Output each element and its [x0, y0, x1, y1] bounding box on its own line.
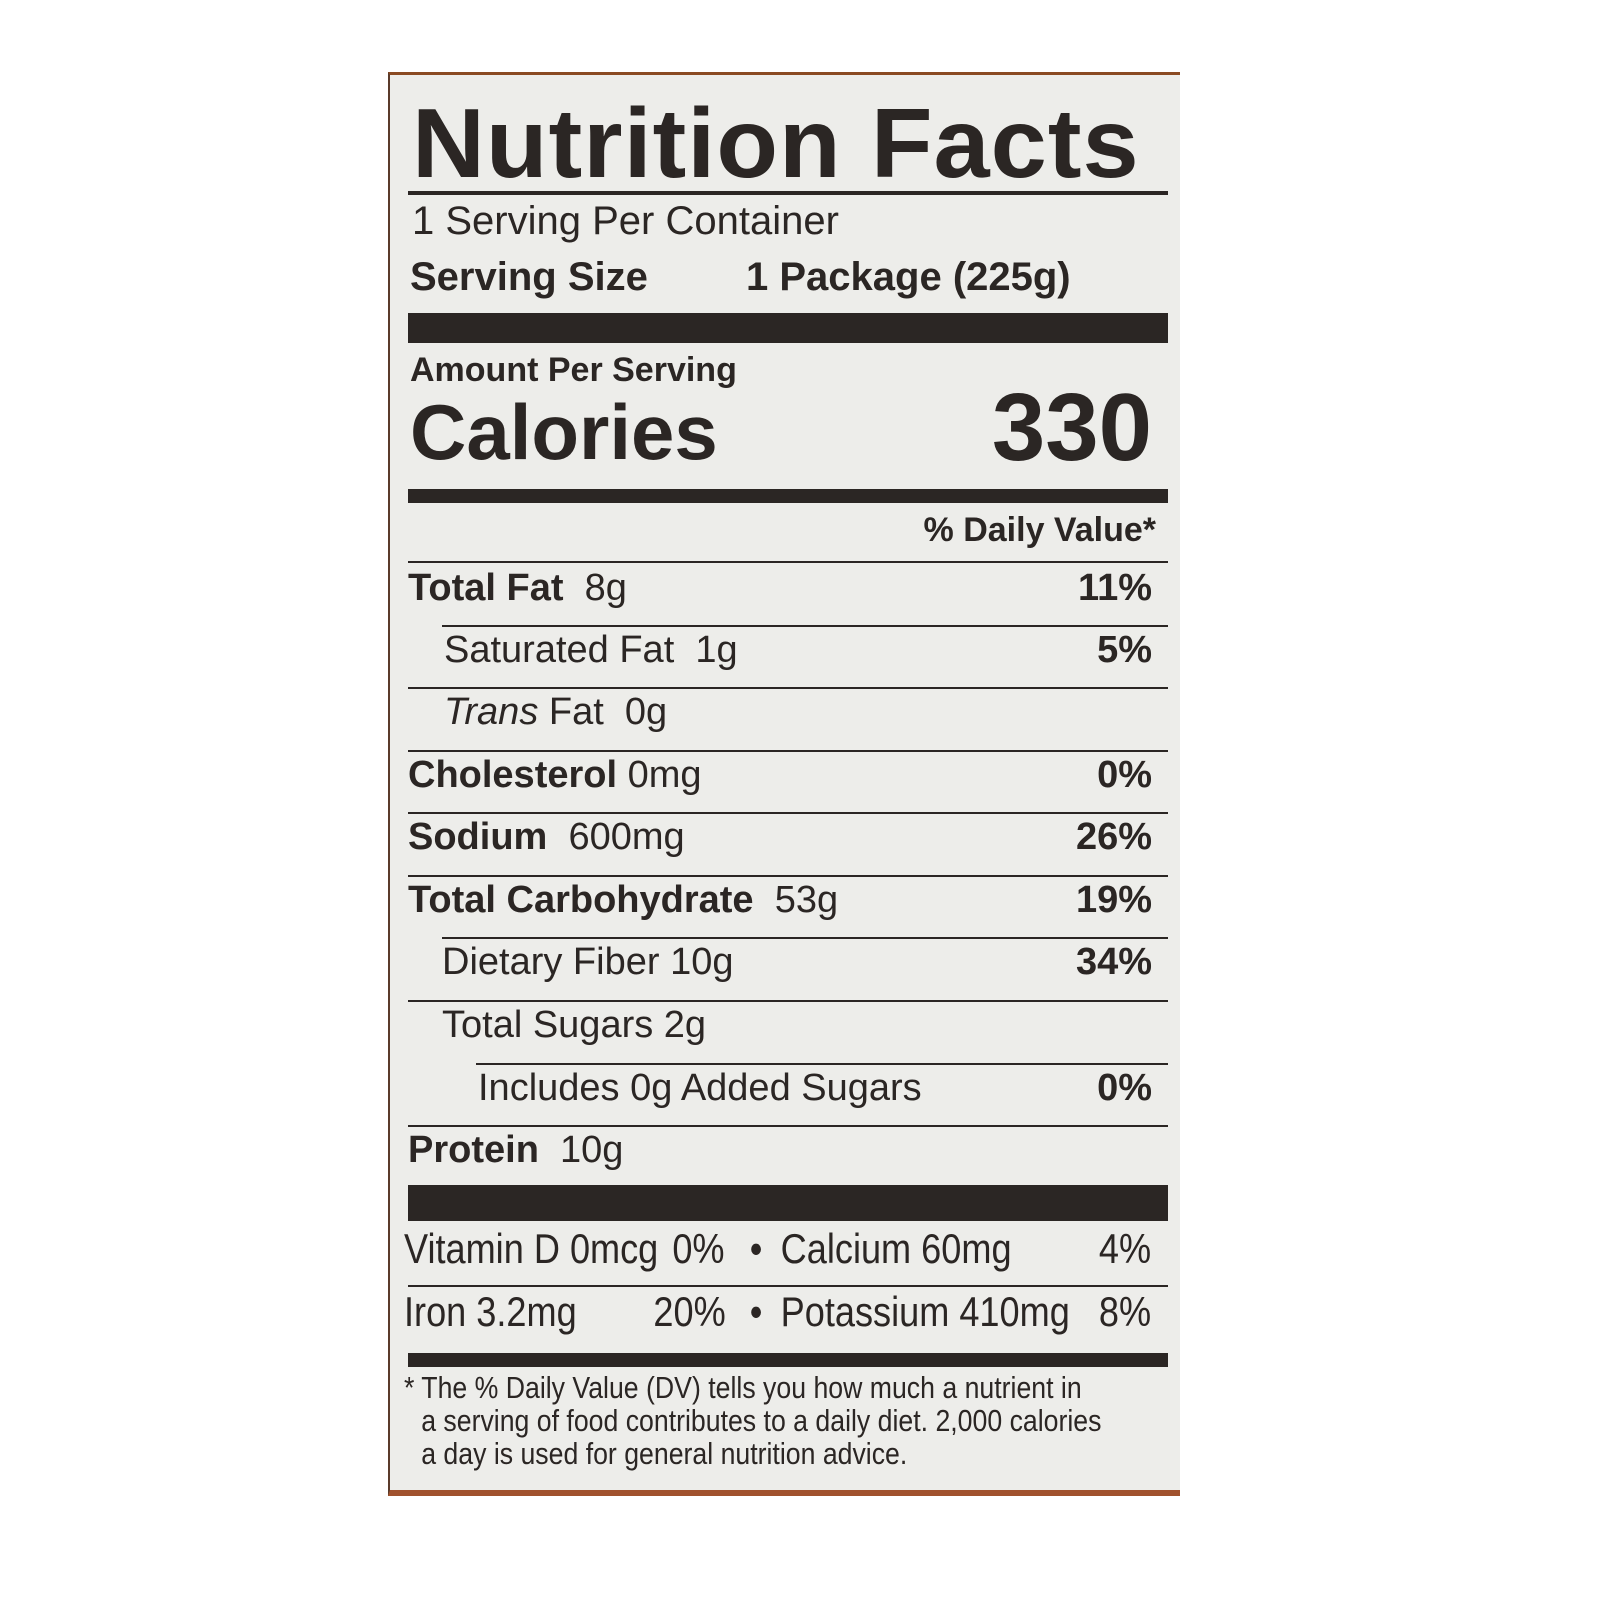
nutrient-name: Fat	[548, 691, 604, 733]
nutrient-name-italic: Trans	[444, 691, 539, 733]
daily-value-header: % Daily Value*	[923, 511, 1156, 549]
divider	[408, 750, 1168, 752]
divider	[408, 1125, 1168, 1127]
nutrient-name: Protein	[408, 1129, 539, 1171]
divider	[408, 812, 1168, 814]
nutrient-dv: 19%	[1075, 879, 1152, 921]
micronutrient-row: Vitamin D 0mcg 0% • Calcium 60mg 4%	[404, 1225, 1161, 1275]
divider	[408, 875, 1168, 877]
micronutrient-name: Vitamin D 0mcg	[404, 1225, 659, 1272]
nutrient-row-sodium: Sodium 600mg 26%	[408, 816, 1152, 866]
nutrient-name: Total Fat	[408, 567, 564, 609]
divider	[476, 1063, 1168, 1065]
divider	[442, 625, 1168, 627]
nutrient-name: Cholesterol	[408, 754, 618, 796]
bullet-separator: •	[749, 1225, 763, 1272]
micronutrient-name: Calcium 60mg	[780, 1225, 1012, 1272]
nutrient-amount: 0mg	[627, 754, 702, 796]
nutrient-name: Total Sugars	[442, 1004, 654, 1046]
nutrient-amount: 10g	[670, 941, 734, 983]
divider	[408, 191, 1168, 195]
nutrient-amount: 600mg	[568, 816, 685, 858]
nutrient-name: Dietary Fiber	[442, 941, 660, 983]
nutrition-facts-label: Nutrition Facts 1 Serving Per Container …	[388, 72, 1180, 1496]
nutrient-amount: 53g	[774, 879, 839, 921]
nutrient-row-total-sugars: Total Sugars 2g	[442, 1004, 1152, 1054]
divider	[408, 561, 1168, 563]
thick-divider	[408, 313, 1168, 343]
divider	[442, 937, 1168, 939]
medium-divider	[408, 489, 1168, 503]
nutrient-row-added-sugars: Includes 0g Added Sugars 0%	[478, 1067, 1152, 1117]
nutrient-name: Sodium	[408, 816, 548, 858]
nutrient-dv: 0%	[1097, 1067, 1152, 1109]
serving-size-value: 1 Package (225g)	[746, 255, 1071, 299]
nutrient-amount: 0g	[624, 691, 668, 733]
micronutrient-row: Iron 3.2mg 20% • Potassium 410mg 8%	[404, 1288, 1161, 1338]
micronutrient-dv: 0%	[672, 1225, 725, 1272]
nutrient-dv: 34%	[1075, 941, 1152, 983]
nutrient-amount: 1g	[695, 629, 738, 671]
label-title: Nutrition Facts	[412, 88, 1140, 198]
nutrient-row-protein: Protein 10g	[408, 1129, 1152, 1179]
footnote: * The % Daily Value (DV) tells you how m…	[404, 1371, 1101, 1470]
micronutrient-name: Iron 3.2mg	[404, 1288, 577, 1335]
nutrient-row-total-carbohydrate: Total Carbohydrate 53g 19%	[408, 879, 1152, 929]
nutrient-dv: 0%	[1097, 754, 1152, 796]
divider	[408, 1000, 1168, 1002]
micronutrient-dv: 4%	[1098, 1225, 1152, 1272]
servings-per-container: 1 Serving Per Container	[412, 199, 839, 243]
nutrient-amount: 2g	[663, 1004, 707, 1046]
thick-divider	[408, 1185, 1168, 1221]
calories-value: 330	[991, 374, 1152, 481]
nutrient-dv: 5%	[1097, 629, 1152, 671]
footnote-line: a serving of food contributes to a daily…	[421, 1403, 1102, 1438]
nutrient-dv: 11%	[1078, 567, 1152, 609]
nutrient-amount: 8g	[584, 567, 627, 609]
micronutrient-dv: 8%	[1098, 1288, 1152, 1335]
footnote-line: a day is used for general nutrition advi…	[421, 1436, 908, 1471]
footnote-line: * The % Daily Value (DV) tells you how m…	[404, 1370, 1082, 1405]
serving-size-label: Serving Size	[410, 255, 648, 299]
micronutrient-dv: 20%	[653, 1288, 726, 1335]
nutrient-dv: 26%	[1075, 816, 1152, 858]
divider	[408, 687, 1168, 689]
calories-label: Calories	[410, 388, 718, 476]
nutrient-row-dietary-fiber: Dietary Fiber 10g 34%	[442, 941, 1152, 991]
nutrient-name: Saturated Fat	[444, 629, 675, 671]
nutrient-row-trans-fat: Trans Fat 0g	[444, 691, 1152, 741]
medium-divider	[408, 1353, 1168, 1367]
micronutrient-name: Potassium 410mg	[780, 1288, 1070, 1335]
divider	[408, 1285, 1168, 1287]
nutrient-name: Total Carbohydrate	[408, 879, 754, 921]
nutrient-row-saturated-fat: Saturated Fat 1g 5%	[444, 629, 1152, 679]
nutrient-name: Includes 0g Added Sugars	[478, 1067, 922, 1109]
nutrient-row-cholesterol: Cholesterol 0mg 0%	[408, 754, 1152, 804]
nutrient-amount: 10g	[560, 1129, 624, 1171]
bullet-separator: •	[749, 1288, 763, 1335]
nutrient-row-total-fat: Total Fat 8g 11%	[408, 567, 1152, 617]
amount-per-serving: Amount Per Serving	[410, 351, 737, 389]
